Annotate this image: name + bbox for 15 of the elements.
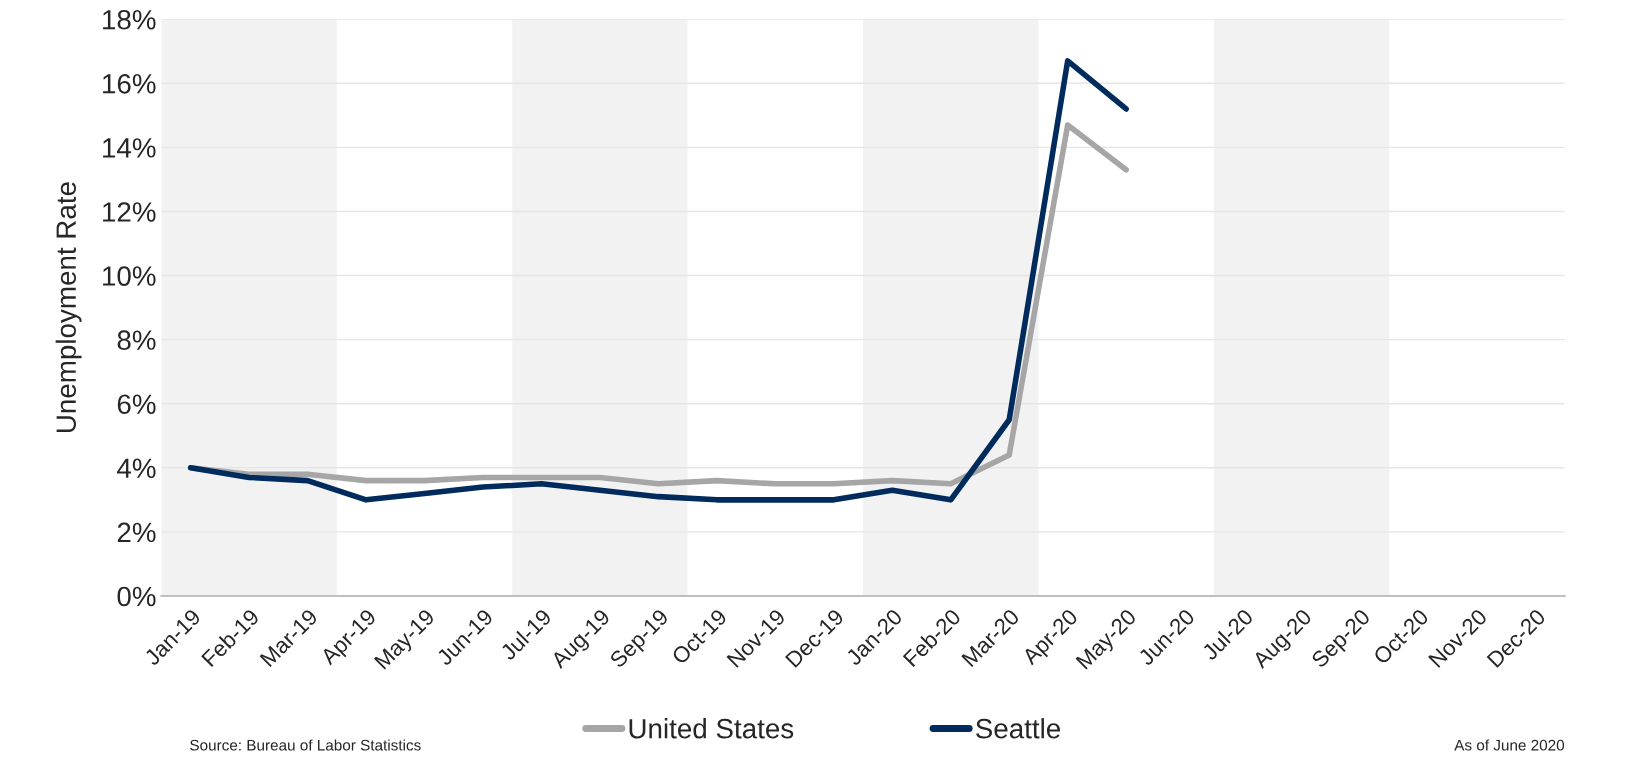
y-tick-label: 18% (103, 9, 156, 30)
y-tick-label: 10% (103, 266, 156, 286)
legend-label: Seattle (976, 718, 1060, 739)
y-tick-label: 4% (117, 458, 156, 479)
y-axis-title: Unemployment Rate (55, 182, 82, 433)
y-tick-label: 0% (117, 586, 156, 607)
y-tick-label: 2% (117, 522, 156, 543)
y-tick-label: 14% (103, 138, 156, 158)
text: As of June 2020 (1454, 739, 1565, 751)
source-note: Source: Bureau of Labor Statistics (190, 739, 421, 751)
y-tick-label: 16% (103, 73, 156, 94)
legend-label: United States (629, 718, 794, 739)
y-tick-label: 12% (103, 202, 156, 222)
y-tick-label: 6% (117, 394, 156, 415)
y-tick-label: 8% (117, 330, 156, 350)
